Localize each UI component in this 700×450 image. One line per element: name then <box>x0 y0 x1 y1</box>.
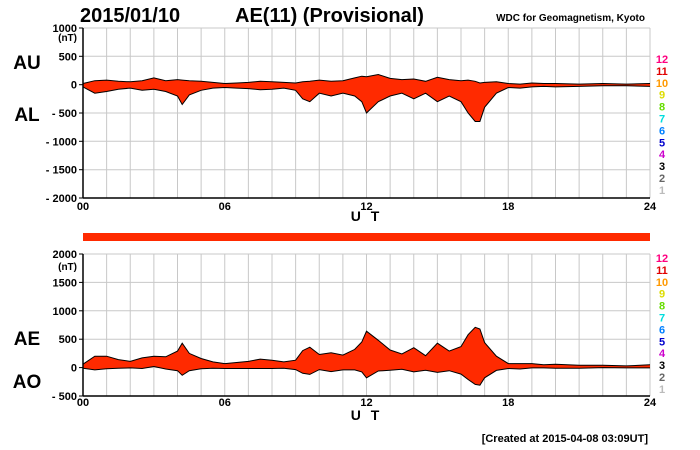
y-tick-label: 1500 <box>53 277 77 289</box>
level-scale-label: 1 <box>659 185 665 197</box>
created-timestamp: [Created at 2015-04-08 03:09UT] <box>482 433 649 445</box>
series-line-ao <box>82 365 650 386</box>
y-tick-label: 0 <box>71 363 77 375</box>
level-scale-label: 2 <box>659 173 665 185</box>
ae-ao-panel: 2000 1500 1000 500 0 - 500 (nT) 00 06 12 18 24 U T AE… <box>13 249 657 423</box>
level-scale-label: 7 <box>659 313 665 325</box>
x-tick-label: 06 <box>219 397 231 409</box>
series-line-al <box>82 85 651 122</box>
series-label-ae: AE <box>14 329 40 350</box>
level-scale-label: 5 <box>659 137 665 149</box>
y-tick-label: 1000 <box>53 306 77 318</box>
chart-title: AE(11) (Provisional) <box>235 5 424 27</box>
y-tick-label: - 1500 <box>46 165 77 177</box>
x-tick-label: 24 <box>644 201 657 213</box>
y-tick-label: 500 <box>59 334 77 346</box>
level-scale-label: 4 <box>659 149 666 161</box>
series-label-ao: AO <box>13 372 42 393</box>
x-tick-label: 18 <box>502 397 514 409</box>
level-scale-label: 6 <box>659 324 665 336</box>
level-scale-label: 7 <box>659 114 665 126</box>
level-scale-label: 11 <box>656 66 668 78</box>
level-scale-label: 10 <box>656 78 668 90</box>
series-line-ae <box>82 326 651 367</box>
x-axis-label: U T <box>351 208 383 224</box>
x-tick-label: 18 <box>502 201 514 213</box>
series-fill-area <box>83 327 650 386</box>
y-tick-label: 500 <box>59 51 77 63</box>
y-tick-label: 2000 <box>53 249 77 261</box>
level-scale-label: 12 <box>656 253 668 265</box>
date-title: 2015/01/10 <box>80 5 180 27</box>
x-tick-label: 06 <box>219 201 231 213</box>
series-label-au: AU <box>13 53 40 74</box>
x-tick-label: 12 <box>360 201 372 213</box>
level-scale-label: 4 <box>659 348 666 360</box>
level-scale-label: 12 <box>656 54 668 66</box>
x-tick-label: 24 <box>644 397 657 409</box>
level-scale-label: 9 <box>659 90 665 102</box>
level-scale-label: 8 <box>659 301 665 313</box>
level-scale-label: 6 <box>659 125 665 137</box>
y-tick-label: 0 <box>71 80 77 92</box>
x-tick-label: 00 <box>77 397 89 409</box>
level-scale-label: 3 <box>659 161 665 173</box>
y-tick-label: 1000 <box>53 23 77 35</box>
y-tick-label: - 500 <box>52 391 77 403</box>
level-scale-label: 1 <box>659 384 665 396</box>
level-scale-label: 8 <box>659 102 665 114</box>
y-unit-label: (nT) <box>58 262 77 273</box>
y-unit-label: (nT) <box>58 33 77 44</box>
series-line-au <box>82 73 651 85</box>
x-axis-label: U T <box>351 407 383 423</box>
level-scale-label: 9 <box>659 289 665 301</box>
level-scale-label: 5 <box>659 336 665 348</box>
au-al-panel: 1000 500 0 - 500 - 1000 - 1500 - 2000 (nT) 00 06 1… <box>13 23 657 224</box>
level-scale-label: 2 <box>659 372 665 384</box>
y-tick-label: - 1000 <box>46 136 77 148</box>
y-tick-label: - 500 <box>52 108 77 120</box>
y-tick-label: - 2000 <box>46 193 77 205</box>
level-scale-label: 10 <box>656 277 668 289</box>
x-tick-label: 00 <box>77 201 89 213</box>
separator-bar <box>83 233 650 241</box>
x-tick-label: 12 <box>360 397 372 409</box>
series-label-al: AL <box>14 105 40 126</box>
level-scale-label: 3 <box>659 360 665 372</box>
series-fill-area <box>83 74 650 122</box>
level-scale-label: 11 <box>656 265 668 277</box>
data-source-label: WDC for Geomagnetism, Kyoto <box>496 13 645 24</box>
